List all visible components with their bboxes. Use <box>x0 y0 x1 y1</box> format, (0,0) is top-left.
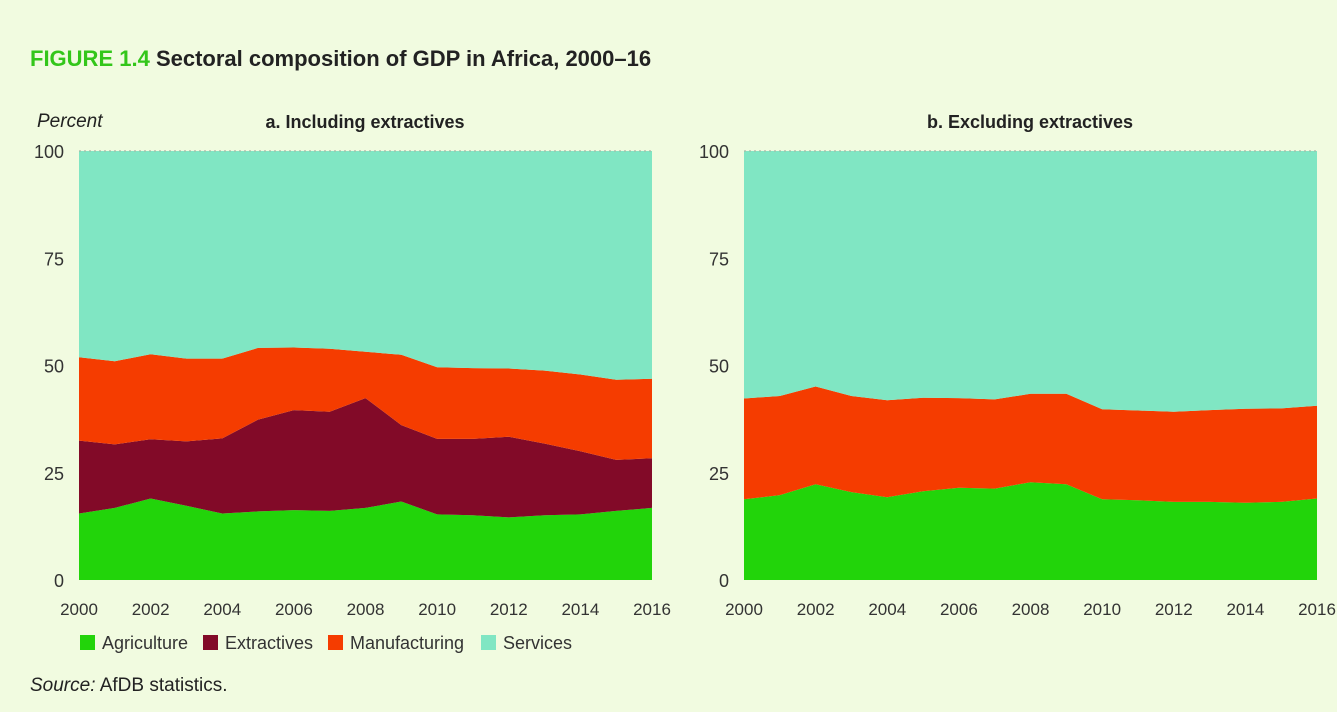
figure-label: FIGURE 1.4 <box>30 46 150 71</box>
x-tick-label: 2002 <box>797 600 835 619</box>
panel-a-including-extractives: a. Including extractives 0 25 50 75 100 2000 20… <box>34 112 671 619</box>
y-axis-label: Percent <box>37 111 103 132</box>
x-tick-label: 2006 <box>940 600 978 619</box>
x-tick-label: 2008 <box>1012 600 1050 619</box>
panel-title: b. Excluding extractives <box>927 112 1133 132</box>
legend-swatch-services <box>481 635 496 650</box>
area-services <box>744 151 1317 412</box>
x-tick-label: 2006 <box>275 600 313 619</box>
figure-title-text: Sectoral composition of GDP in Africa, 2… <box>155 46 652 71</box>
y-tick-label: 0 <box>54 571 64 591</box>
y-tick-label: 75 <box>709 249 729 269</box>
x-tick-label: 2012 <box>1155 600 1193 619</box>
y-tick-label: 100 <box>699 142 729 162</box>
panel-b-excluding-extractives: b. Excluding extractives 0 25 50 75 100 2000 20… <box>699 112 1336 619</box>
legend-label-agriculture: Agriculture <box>102 633 188 653</box>
area-manufacturing <box>79 347 652 460</box>
area-agriculture <box>79 498 652 580</box>
x-tick-label: 2010 <box>418 600 456 619</box>
x-tick-label: 2004 <box>868 600 906 619</box>
x-tick-label: 2014 <box>561 600 599 619</box>
x-tick-label: 2016 <box>1298 600 1336 619</box>
x-tick-label: 2010 <box>1083 600 1121 619</box>
legend-label-manufacturing: Manufacturing <box>350 633 464 653</box>
legend: Agriculture Extractives Manufacturing Servi… <box>80 633 572 653</box>
y-tick-label: 50 <box>44 357 64 377</box>
x-tick-label: 2002 <box>132 600 170 619</box>
x-tick-label: 2008 <box>347 600 385 619</box>
area-services <box>79 151 652 380</box>
y-tick-label: 100 <box>34 142 64 162</box>
y-tick-label: 50 <box>709 357 729 377</box>
legend-label-extractives: Extractives <box>225 633 313 653</box>
area-agriculture <box>744 482 1317 580</box>
y-tick-label: 75 <box>44 249 64 269</box>
source-text: AfDB statistics. <box>99 675 228 696</box>
area-manufacturing <box>744 386 1317 503</box>
legend-label-services: Services <box>503 633 572 653</box>
panel-title: a. Including extractives <box>265 112 464 132</box>
x-tick-label: 2012 <box>490 600 528 619</box>
x-tick-label: 2004 <box>203 600 241 619</box>
x-tick-label: 2000 <box>725 600 763 619</box>
x-tick-label: 2016 <box>633 600 671 619</box>
legend-swatch-agriculture <box>80 635 95 650</box>
x-tick-label: 2014 <box>1226 600 1264 619</box>
figure-title: FIGURE 1.4 Sectoral composition of GDP i… <box>30 46 651 72</box>
legend-swatch-manufacturing <box>328 635 343 650</box>
y-tick-label: 0 <box>719 571 729 591</box>
x-tick-label: 2000 <box>60 600 98 619</box>
area-extractives <box>79 398 652 518</box>
y-tick-label: 25 <box>44 464 64 484</box>
legend-swatch-extractives <box>203 635 218 650</box>
source-label: Source: <box>30 675 96 696</box>
y-tick-label: 25 <box>709 464 729 484</box>
source-note: Source: AfDB statistics. <box>30 675 227 697</box>
